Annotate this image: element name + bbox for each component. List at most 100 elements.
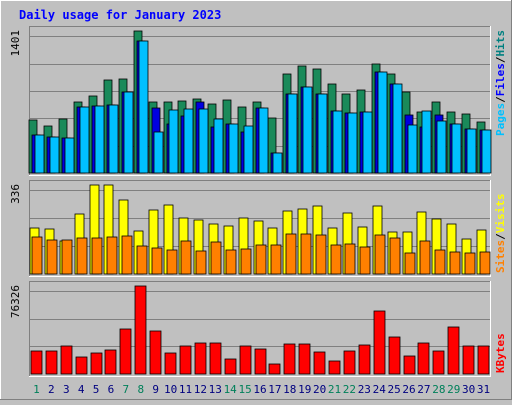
bar-sites-day-21: [330, 244, 342, 275]
bar-pages-day-9: [153, 131, 164, 174]
bar-sites-day-30: [464, 252, 476, 275]
x-tick-label-day-11: 11: [179, 383, 192, 396]
x-tick-label-day-18: 18: [283, 383, 296, 396]
bar-sites-day-14: [225, 249, 237, 275]
series-legend-label: KBytes: [494, 333, 507, 373]
bar-sites-day-11: [180, 240, 192, 275]
bar-kbytes-day-27: [417, 342, 430, 375]
bar-sites-day-20: [315, 234, 327, 275]
x-tick-label-day-17: 17: [268, 383, 281, 396]
bar-sites-day-24: [374, 234, 386, 275]
x-tick-label-day-21: 21: [328, 383, 341, 396]
bar-kbytes-day-18: [283, 343, 296, 375]
x-tick-label-day-1: 1: [33, 383, 40, 396]
bar-kbytes-day-7: [119, 328, 132, 375]
bar-pages-day-7: [123, 91, 134, 174]
x-tick-label-day-27: 27: [417, 383, 430, 396]
bar-sites-day-10: [166, 249, 178, 275]
bar-kbytes-day-4: [75, 356, 88, 375]
bar-sites-day-12: [195, 250, 207, 275]
bar-kbytes-day-11: [179, 345, 192, 375]
bar-kbytes-day-21: [328, 360, 341, 375]
x-tick-label-day-12: 12: [194, 383, 207, 396]
series-sites: [31, 233, 491, 275]
bar-sites-day-6: [106, 236, 118, 275]
bar-sites-day-5: [91, 237, 103, 275]
bar-sites-day-25: [389, 237, 401, 275]
bar-sites-day-15: [240, 248, 252, 275]
bar-pages-day-4: [79, 106, 90, 174]
bar-kbytes-day-16: [254, 348, 267, 375]
bar-kbytes-day-12: [194, 342, 207, 375]
bar-pages-day-11: [183, 108, 194, 174]
x-tick-label-day-3: 3: [63, 383, 70, 396]
bar-pages-day-20: [317, 93, 328, 174]
x-tick-label-day-31: 31: [477, 383, 490, 396]
x-tick-label-day-4: 4: [78, 383, 85, 396]
bar-pages-day-22: [347, 112, 358, 174]
x-tick-label-day-20: 20: [313, 383, 326, 396]
bar-kbytes-day-26: [403, 355, 416, 375]
y-max-label: 1401: [9, 30, 22, 57]
bar-kbytes-day-6: [104, 349, 117, 375]
bar-sites-day-2: [46, 239, 58, 275]
bar-pages-day-17: [272, 152, 283, 174]
bar-kbytes-day-17: [268, 363, 281, 375]
bar-pages-day-15: [243, 125, 254, 174]
bar-pages-day-27: [421, 110, 432, 174]
bar-sites-day-29: [449, 251, 461, 275]
bar-sites-day-31: [479, 251, 491, 275]
x-tick-label-day-19: 19: [298, 383, 311, 396]
legend-part: KBytes: [494, 333, 507, 373]
x-tick-label-day-23: 23: [358, 383, 371, 396]
bar-sites-day-8: [136, 245, 148, 275]
x-tick-label-day-24: 24: [373, 383, 387, 396]
x-tick-label-day-7: 7: [123, 383, 130, 396]
bar-pages-day-25: [392, 83, 403, 174]
bar-pages-day-10: [168, 109, 179, 174]
bar-sites-day-26: [404, 252, 416, 275]
bar-kbytes-day-24: [373, 310, 386, 375]
bar-kbytes-day-23: [358, 344, 371, 375]
bar-pages-day-21: [332, 110, 343, 174]
bar-pages-day-31: [481, 129, 492, 174]
legend-part: Pages: [494, 103, 507, 136]
x-tick-label-day-26: 26: [402, 383, 415, 396]
x-tick-label-day-25: 25: [388, 383, 401, 396]
bar-sites-day-1: [31, 236, 43, 275]
x-tick-label-day-29: 29: [447, 383, 460, 396]
bar-sites-day-18: [285, 233, 297, 275]
bar-sites-day-13: [210, 241, 222, 275]
chart-panels: 1401Pages/Files/Hits336Sites/Visits76326…: [9, 26, 507, 377]
legend-part: Files: [494, 63, 507, 96]
bar-sites-day-27: [419, 240, 431, 275]
bar-pages-day-5: [94, 105, 105, 174]
bar-sites-day-19: [300, 233, 312, 275]
x-tick-label-day-6: 6: [108, 383, 115, 396]
bar-kbytes-day-29: [447, 326, 460, 375]
x-tick-label-day-14: 14: [224, 383, 238, 396]
bar-pages-day-14: [228, 123, 239, 174]
bar-kbytes-day-14: [224, 358, 237, 375]
x-tick-label-day-5: 5: [93, 383, 100, 396]
panel-kbytes: 76326 KBytes: [9, 281, 507, 377]
series-pages: [34, 40, 492, 174]
legend-part: Sites: [494, 240, 507, 273]
x-tick-label-day-15: 15: [238, 383, 251, 396]
bar-sites-day-9: [151, 247, 163, 275]
y-max-label: 336: [9, 184, 22, 204]
bar-pages-day-23: [362, 111, 373, 174]
bar-kbytes-day-20: [313, 351, 326, 375]
chart-title: Daily usage for January 2023: [19, 8, 221, 22]
bar-kbytes-day-31: [477, 345, 490, 375]
bar-sites-day-7: [121, 235, 133, 275]
bar-kbytes-day-2: [45, 350, 58, 375]
x-tick-label-day-28: 28: [432, 383, 445, 396]
bar-pages-day-12: [198, 108, 209, 174]
series-legend-label: Sites/Visits: [494, 194, 507, 274]
bar-pages-day-6: [108, 104, 119, 174]
series-kbytes: [30, 285, 490, 375]
